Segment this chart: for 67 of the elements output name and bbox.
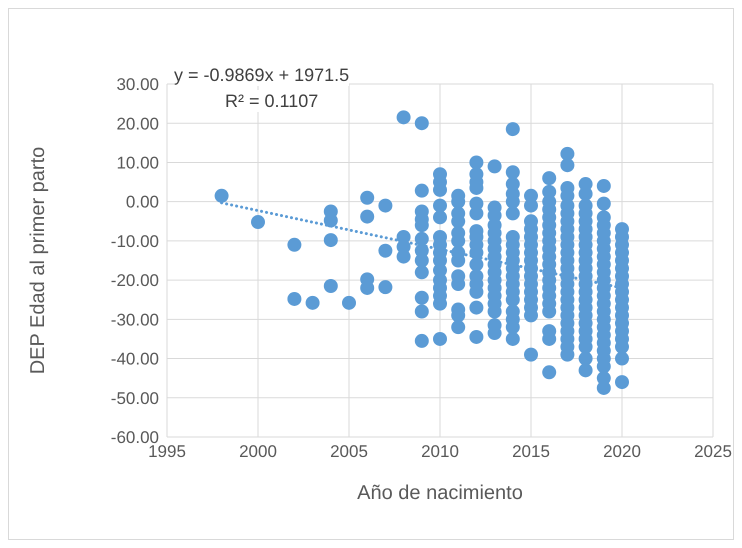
y-tick-label: -50.00	[110, 388, 159, 408]
y-tick-label: 10.00	[116, 153, 159, 172]
point	[396, 110, 411, 124]
annotation: y = -0.9869x + 1971.5	[174, 64, 350, 86]
point	[324, 278, 338, 293]
y-tick-label: 30.00	[116, 75, 159, 94]
point	[596, 178, 611, 193]
point	[378, 280, 392, 294]
point	[396, 250, 411, 264]
x-axis-title: Año de nacimiento	[357, 482, 523, 504]
point	[414, 116, 429, 130]
point	[433, 210, 447, 224]
y-tick-label: 20.00	[116, 114, 159, 134]
x-tick-label: 1995	[148, 442, 186, 462]
x-tick-label: 2000	[239, 442, 277, 462]
point	[578, 352, 593, 366]
y-tick-label: -40.00	[110, 350, 159, 369]
point	[524, 198, 538, 213]
point	[414, 184, 429, 198]
point	[578, 363, 593, 378]
y-tick-label: -20.00	[110, 271, 159, 290]
x-tick-label: 2010	[421, 442, 459, 462]
point	[433, 198, 447, 213]
point	[506, 122, 520, 136]
point	[615, 375, 629, 390]
point	[414, 232, 429, 246]
point	[469, 155, 484, 170]
point	[360, 190, 374, 205]
y-tick-label: -10.00	[110, 232, 159, 251]
point	[414, 254, 429, 268]
y-axis-title: DEP Edad al primer parto	[27, 146, 50, 374]
y-tick-label: 0.00	[126, 192, 159, 212]
point	[287, 238, 302, 252]
point	[414, 304, 429, 318]
point	[560, 158, 574, 172]
point	[378, 198, 392, 213]
point	[469, 330, 484, 344]
annotation: R² = 0.1107	[225, 90, 318, 112]
point	[324, 233, 338, 248]
point	[433, 332, 447, 346]
point	[287, 292, 302, 306]
y-tick-label: -30.00	[110, 310, 159, 330]
point	[506, 332, 520, 346]
point	[506, 206, 520, 220]
point	[542, 171, 556, 186]
point	[378, 244, 392, 258]
point	[414, 265, 429, 280]
point	[360, 210, 374, 224]
point	[488, 159, 502, 174]
point	[214, 188, 229, 203]
x-tick-label: 2025	[694, 442, 732, 462]
point	[469, 257, 484, 272]
point	[414, 290, 429, 305]
point	[251, 215, 265, 230]
point	[506, 165, 520, 180]
point	[342, 296, 356, 310]
point	[451, 320, 466, 334]
point	[414, 334, 429, 348]
x-tick-label: 2005	[330, 442, 368, 462]
point	[596, 196, 611, 211]
point	[306, 296, 320, 310]
x-tick-label: 2015	[512, 442, 550, 462]
point	[524, 348, 538, 362]
point	[542, 365, 556, 380]
point	[469, 300, 484, 315]
x-tick-label: 2020	[603, 442, 641, 462]
point	[615, 352, 629, 366]
